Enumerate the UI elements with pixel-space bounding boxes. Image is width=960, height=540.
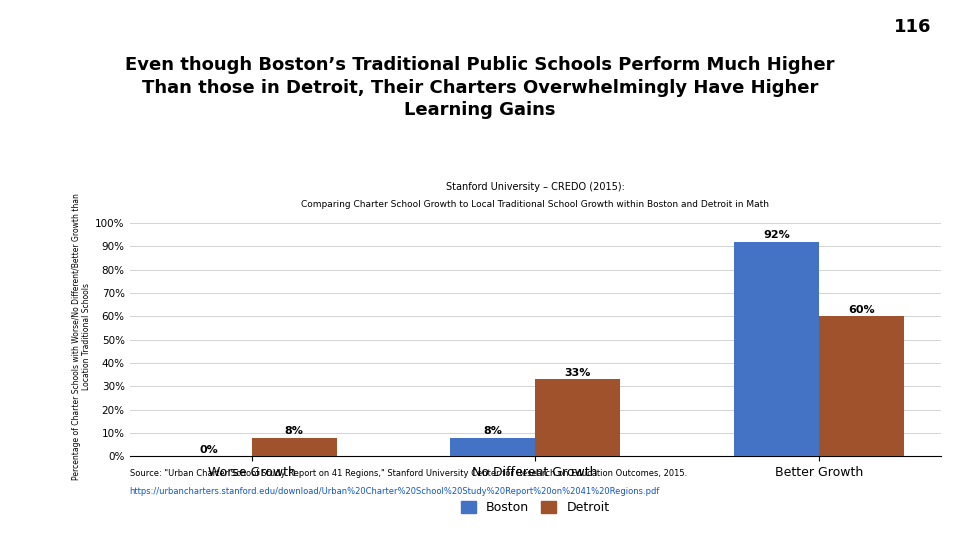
- Legend: Boston, Detroit: Boston, Detroit: [456, 496, 614, 519]
- Text: https://urbancharters.stanford.edu/download/Urban%20Charter%20School%20Study%20R: https://urbancharters.stanford.edu/downl…: [130, 487, 660, 496]
- Text: 8%: 8%: [285, 427, 303, 436]
- Y-axis label: Percentage of Charter Schools with Worse/No Different/Better Growth than
Locatio: Percentage of Charter Schools with Worse…: [72, 193, 91, 480]
- Bar: [450, 437, 536, 456]
- Bar: [733, 242, 819, 456]
- Text: 0%: 0%: [200, 445, 218, 455]
- Text: ©2017 THE EDUCATION TRUST: ©2017 THE EDUCATION TRUST: [716, 516, 931, 529]
- Text: Even though Boston’s Traditional Public Schools Perform Much Higher
Than those i: Even though Boston’s Traditional Public …: [125, 56, 835, 119]
- Text: 92%: 92%: [763, 231, 790, 240]
- Text: 60%: 60%: [848, 305, 875, 315]
- Text: Stanford University – CREDO (2015):: Stanford University – CREDO (2015):: [445, 182, 625, 192]
- Text: 33%: 33%: [564, 368, 591, 378]
- Bar: [252, 437, 337, 456]
- Bar: [536, 379, 620, 456]
- Text: Comparing Charter School Growth to Local Traditional School Growth within Boston: Comparing Charter School Growth to Local…: [301, 200, 769, 209]
- Text: 8%: 8%: [483, 427, 502, 436]
- Text: 116: 116: [894, 18, 931, 36]
- Text: Source: "Urban Charter School Study Report on 41 Regions," Stanford University C: Source: "Urban Charter School Study Repo…: [130, 469, 686, 478]
- Bar: [819, 316, 904, 456]
